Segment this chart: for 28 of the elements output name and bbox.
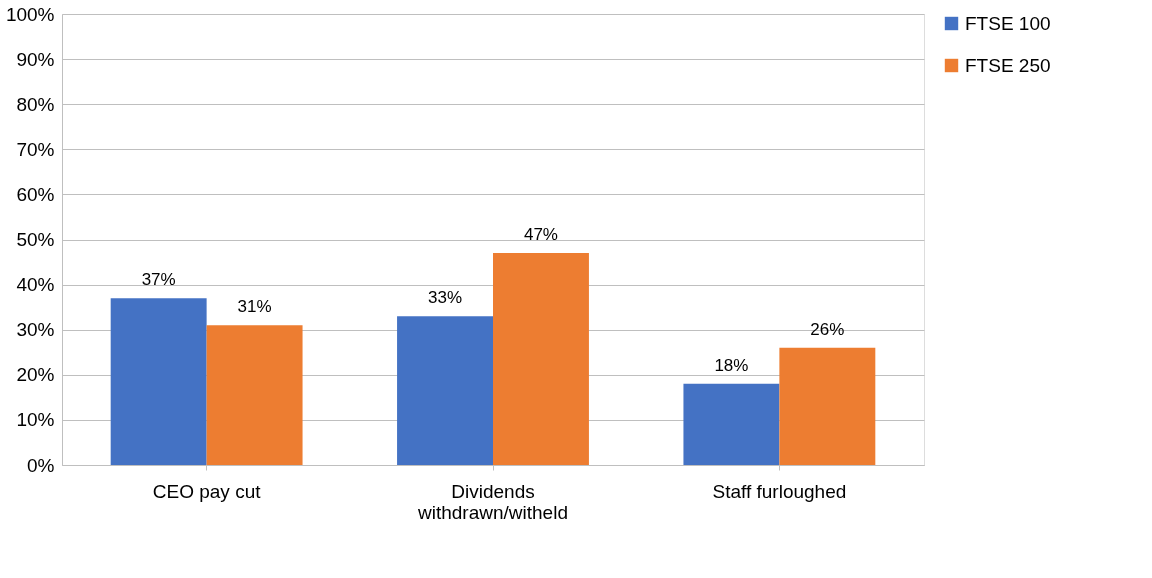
bar <box>110 298 207 465</box>
x-tick-label: Staff furloughed <box>712 480 847 502</box>
bar <box>397 316 493 465</box>
data-label: 26% <box>810 319 845 339</box>
data-label: 31% <box>237 297 272 317</box>
legend-label: FTSE 250 <box>965 54 1051 76</box>
y-tick-label: 30% <box>16 319 55 341</box>
y-tick-label: 60% <box>16 183 55 205</box>
y-tick-label: 70% <box>16 138 55 160</box>
y-tick-label: 100% <box>5 3 55 25</box>
bar <box>683 383 780 465</box>
y-tick-label: 40% <box>16 274 55 296</box>
bar <box>779 347 876 465</box>
data-label: 33% <box>428 288 463 308</box>
x-tick-label: CEO pay cut <box>152 480 262 502</box>
legend-label: FTSE 100 <box>965 12 1051 34</box>
y-tick-label: 80% <box>16 93 55 115</box>
bar <box>206 325 303 465</box>
y-tick-label: 20% <box>16 364 55 386</box>
y-tick-label: 0% <box>27 454 55 476</box>
y-tick-label: 90% <box>16 48 55 70</box>
data-label: 37% <box>141 270 176 290</box>
x-tick-label: Dividends withdrawn/witheld <box>417 480 568 523</box>
y-tick-label: 10% <box>16 409 55 431</box>
data-label: 18% <box>714 355 749 375</box>
y-tick-label: 50% <box>16 229 55 250</box>
bar <box>493 253 589 465</box>
data-label: 47% <box>523 225 558 245</box>
